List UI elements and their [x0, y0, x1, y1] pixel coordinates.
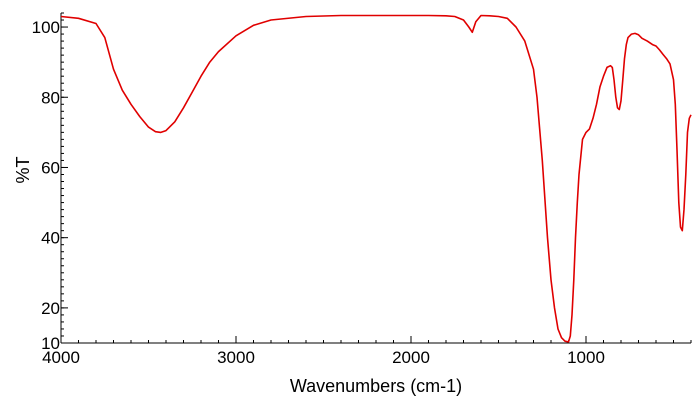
- x-tick-label: 1000: [567, 348, 605, 367]
- y-tick-label: 80: [41, 88, 60, 107]
- x-tick-label: 4000: [42, 348, 80, 367]
- plot-area: [61, 13, 691, 343]
- x-axis: 4000 3000 2000 1000: [42, 336, 692, 367]
- y-axis: 10 20 40 60 80 100: [32, 12, 68, 353]
- spectrum-line: [60, 14, 692, 343]
- y-tick-label: 20: [41, 299, 60, 318]
- series-group: [60, 14, 692, 343]
- y-tick-label: 40: [41, 229, 60, 248]
- x-axis-title: Wavenumbers (cm-1): [290, 376, 462, 396]
- y-tick-labels: 10 20 40 60 80 100: [32, 18, 60, 353]
- y-tick-label: 60: [41, 158, 60, 177]
- y-tick-label: 10: [41, 334, 60, 353]
- y-tick-label: 100: [32, 18, 60, 37]
- x-tick-label: 3000: [217, 348, 255, 367]
- x-tick-label: 2000: [392, 348, 430, 367]
- y-axis-title: %T: [13, 156, 33, 183]
- y-major-ticks: [61, 26, 68, 344]
- x-tick-labels: 4000 3000 2000 1000: [42, 348, 605, 367]
